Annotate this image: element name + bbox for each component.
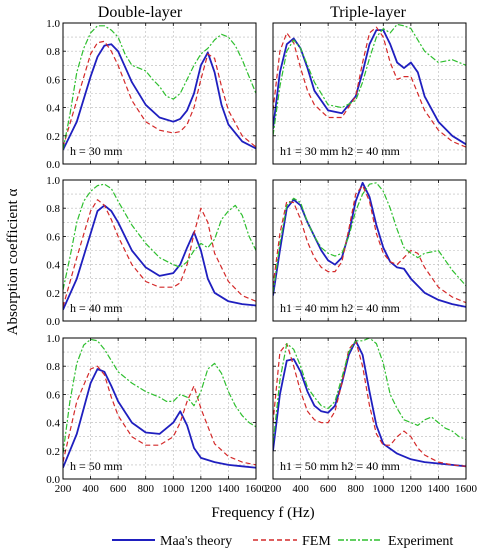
series-fem-line bbox=[63, 199, 256, 308]
panel-annotation: h = 40 mm bbox=[70, 301, 123, 315]
panel-triple-2: h1 = 40 mm h2 = 40 mm bbox=[272, 179, 467, 322]
y-tick-label: 1.0 bbox=[46, 18, 60, 30]
y-tick-label: 0.8 bbox=[46, 46, 60, 58]
x-tick-label: 800 bbox=[137, 483, 154, 495]
series-maa-theory-line bbox=[63, 43, 256, 151]
series-fem-line bbox=[273, 26, 466, 148]
x-tick-label: 1400 bbox=[217, 483, 240, 495]
plot-frame bbox=[62, 22, 257, 165]
x-tick-label: 800 bbox=[347, 483, 364, 495]
y-axis-label: Absorption coefficient α bbox=[5, 189, 21, 336]
y-tick-label: 0.0 bbox=[46, 474, 60, 486]
legend-label-fem: FEM bbox=[302, 534, 331, 549]
x-tick-label: 1000 bbox=[372, 483, 395, 495]
y-tick-label: 0.0 bbox=[46, 316, 60, 328]
series-experiment-line bbox=[63, 25, 256, 151]
panel-annotation: h = 50 mm bbox=[70, 459, 123, 473]
x-tick-label: 200 bbox=[55, 483, 72, 495]
panel-double-2: 0.0 0.2 0.4 0.6 0.8 1.0 h = 40 mm bbox=[46, 175, 257, 328]
series-maa-theory-line bbox=[273, 339, 466, 468]
y-tick-label: 0.2 bbox=[46, 446, 60, 458]
x-tick-label: 1600 bbox=[245, 483, 268, 495]
series-experiment-line bbox=[63, 183, 256, 291]
plot-frame bbox=[62, 179, 257, 322]
x-tick-label: 1200 bbox=[190, 483, 213, 495]
plot-frame bbox=[272, 179, 467, 322]
series-experiment-line bbox=[273, 182, 466, 293]
plot-frame bbox=[272, 337, 467, 480]
y-tick-label: 1.0 bbox=[46, 175, 60, 187]
panel-triple-1: h1 = 30 mm h2 = 40 mm bbox=[272, 22, 467, 165]
col-title-triple: Triple-layer bbox=[330, 4, 407, 21]
y-tick-label: 1.0 bbox=[46, 333, 60, 345]
plot-frame bbox=[62, 337, 257, 480]
series-maa-theory-line bbox=[63, 204, 256, 311]
x-tick-label: 200 bbox=[265, 483, 282, 495]
series-fem-line bbox=[63, 365, 256, 466]
x-tick-label: 600 bbox=[320, 483, 337, 495]
legend-label-maa: Maa's theory bbox=[160, 534, 232, 549]
series-fem-line bbox=[273, 185, 466, 304]
y-tick-label: 0.0 bbox=[46, 159, 60, 171]
x-tick-label: 1000 bbox=[162, 483, 185, 495]
y-tick-label: 0.8 bbox=[46, 203, 60, 215]
y-tick-label: 0.2 bbox=[46, 288, 60, 300]
x-tick-label: 600 bbox=[110, 483, 127, 495]
y-tick-label: 0.8 bbox=[46, 361, 60, 373]
plot-frame bbox=[272, 22, 467, 165]
y-tick-label: 0.4 bbox=[46, 260, 60, 272]
series-fem-line bbox=[273, 340, 466, 467]
series-fem-line bbox=[63, 40, 256, 148]
x-tick-label: 400 bbox=[292, 483, 309, 495]
x-tick-label: 1400 bbox=[427, 483, 450, 495]
y-tick-label: 0.6 bbox=[46, 389, 60, 401]
panel-double-3: 200 400 600 800 1000 1200 1400 1600 0.0 0.2 0.4 0.6… bbox=[46, 333, 267, 495]
y-tick-label: 0.6 bbox=[46, 231, 60, 243]
legend-label-experiment: Experiment bbox=[388, 534, 453, 549]
series-maa-theory-line bbox=[273, 181, 466, 308]
y-tick-label: 0.4 bbox=[46, 103, 60, 115]
series-maa-theory-line bbox=[63, 368, 256, 469]
panels: 0.0 0.2 0.4 0.6 0.8 1.0 h = 30 mm h1 = 30 mm h2… bbox=[46, 18, 477, 495]
panel-annotation: h1 = 40 mm h2 = 40 mm bbox=[280, 301, 401, 315]
series-experiment-line bbox=[63, 338, 256, 454]
series-maa-theory-line bbox=[273, 29, 466, 146]
panel-annotation: h = 30 mm bbox=[70, 144, 123, 158]
x-axis-label: Frequency f (Hz) bbox=[211, 505, 314, 521]
y-tick-label: 0.6 bbox=[46, 74, 60, 86]
panel-double-1: 0.0 0.2 0.4 0.6 0.8 1.0 h = 30 mm bbox=[46, 18, 257, 171]
panel-annotation: h1 = 30 mm h2 = 40 mm bbox=[280, 144, 401, 158]
legend: Maa's theory FEM Experiment bbox=[112, 534, 453, 549]
panel-annotation: h1 = 50 mm h2 = 40 mm bbox=[280, 459, 401, 473]
y-tick-label: 0.4 bbox=[46, 418, 60, 430]
x-tick-label: 400 bbox=[82, 483, 99, 495]
panel-triple-3: 200 400 600 800 1000 1200 1400 1600 h1 = 50 mm h… bbox=[265, 337, 478, 495]
col-title-double: Double-layer bbox=[98, 4, 183, 21]
y-tick-label: 0.2 bbox=[46, 131, 60, 143]
x-tick-label: 1200 bbox=[400, 483, 423, 495]
x-tick-label: 1600 bbox=[455, 483, 478, 495]
